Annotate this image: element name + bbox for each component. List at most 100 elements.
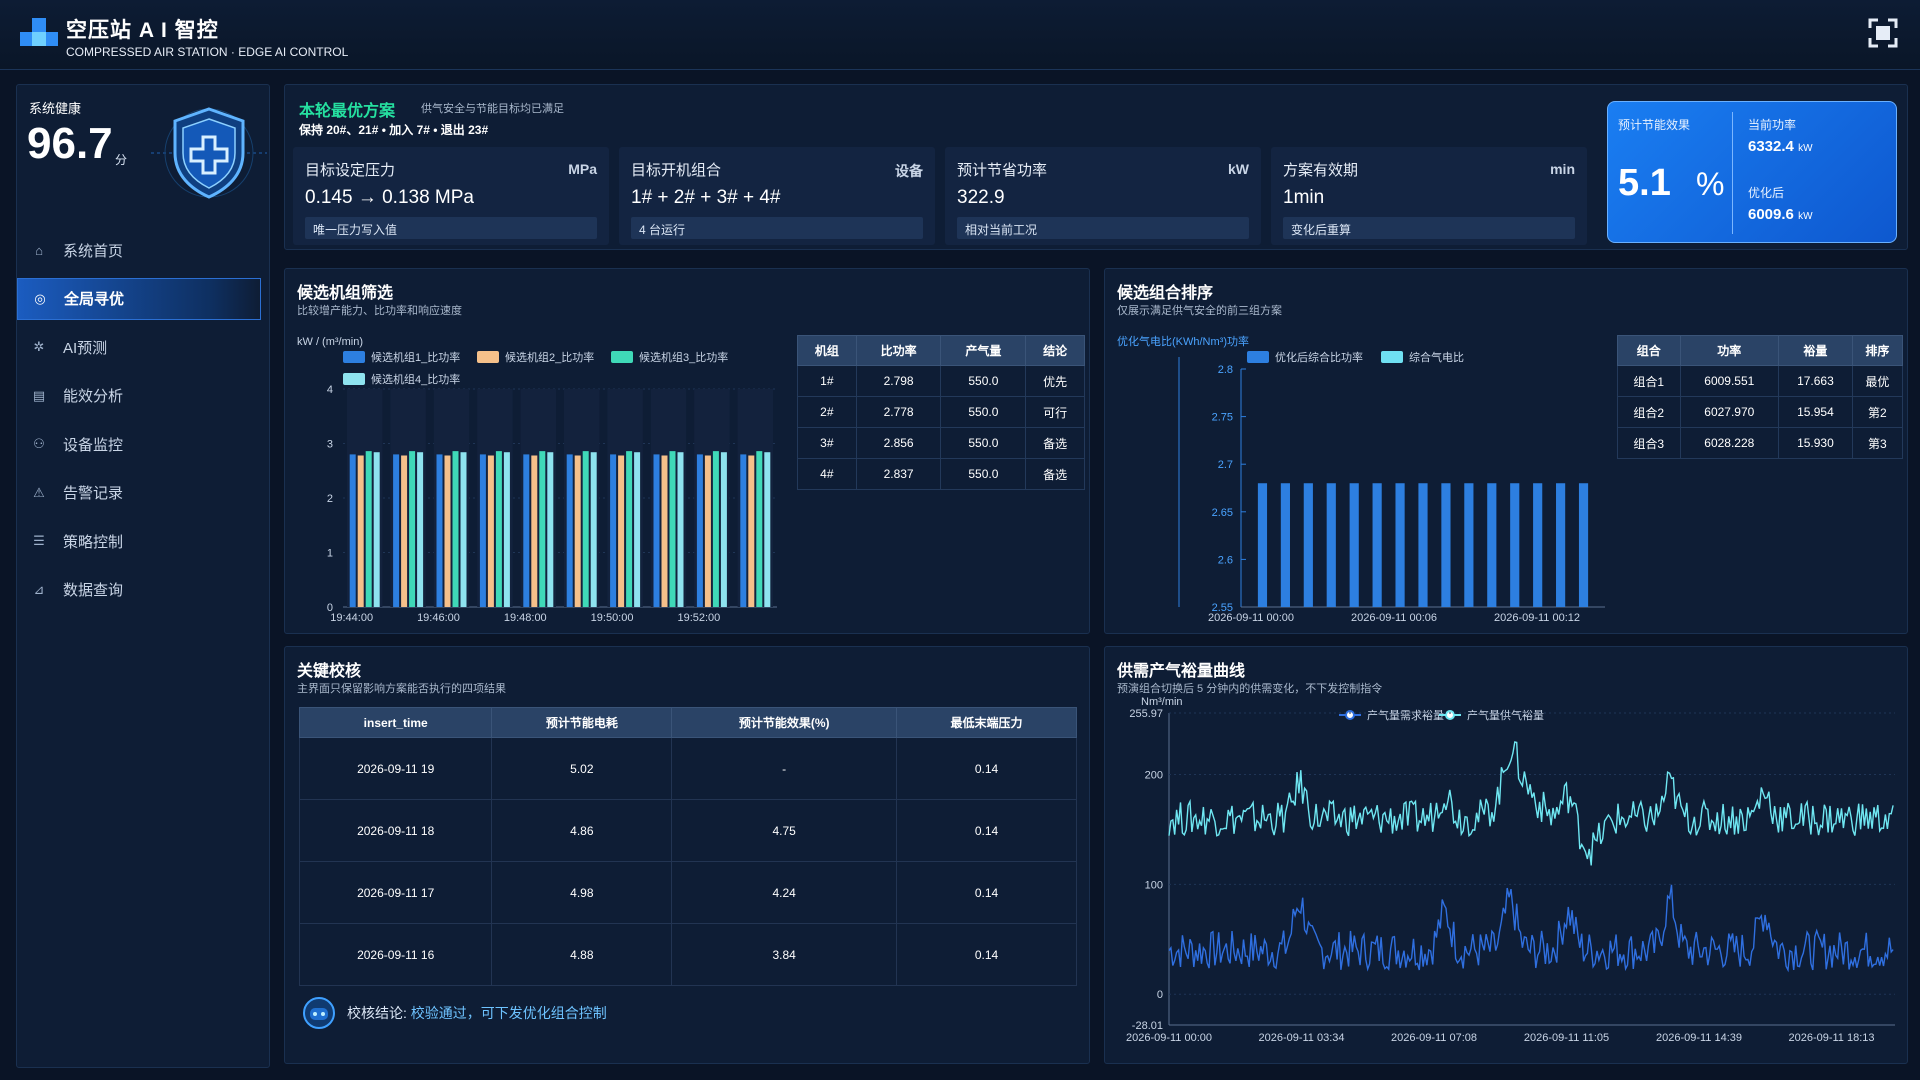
table-row: 2026-09-11 19 5.02-0.14 — [298, 737, 1077, 800]
table-cell: 2.798 — [855, 365, 942, 397]
nav-label: 能效分析 — [63, 388, 124, 405]
y-tick-label: 2 — [327, 493, 333, 505]
metric-card-4: 方案有效期 min 1min 变化后重算 — [1271, 147, 1587, 245]
legend-label: 产气量供气裕量 — [1467, 708, 1544, 722]
x-tick-label: 2026-09-11 11:05 — [1524, 1032, 1609, 1044]
y-tick-label: 2.55 — [1212, 602, 1233, 614]
table-row: 组合3 6028.228 15.930 第3 — [1617, 427, 1904, 459]
metric-note: 4 台运行 — [631, 217, 923, 239]
table-cell: 17.663 — [1778, 365, 1853, 397]
legend-label: 候选机组2_比功率 — [505, 350, 594, 364]
bar — [357, 455, 364, 607]
effect-divider — [1732, 112, 1733, 234]
nav-item-6[interactable]: ⚠ 告警记录 — [17, 472, 271, 514]
column-header: 结论 — [1025, 335, 1085, 366]
x-tick-label: 2026-09-11 00:06 — [1351, 612, 1437, 624]
x-tick-label: 19:50:00 — [591, 612, 634, 624]
table-cell: 4.24 — [671, 861, 898, 924]
metric-note: 相对当前工况 — [957, 217, 1249, 239]
bar — [661, 455, 668, 607]
key-check-panel: 关键校核 主界面只保留影响方案能否执行的四项结果 insert_time 预计节能… — [284, 646, 1090, 1064]
x-tick-label: 19:46:00 — [417, 612, 460, 624]
table-row: 1# 2.798 550.0 优先 — [797, 365, 1085, 397]
nav-item-3[interactable]: ✲ AI预测 — [17, 326, 271, 368]
brain-icon: ✲ — [33, 339, 45, 354]
y-tick-label: 0 — [327, 602, 333, 614]
metric-note: 唯一压力写入值 — [305, 217, 597, 239]
table-row: 组合1 6009.551 17.663 最优 — [1617, 365, 1904, 397]
nav-item-4[interactable]: ▤ 能效分析 — [17, 375, 271, 417]
bar — [590, 452, 597, 607]
nav-item-8[interactable]: ⊿ 数据查询 — [17, 569, 271, 611]
table-cell: 2026-09-11 17 — [298, 861, 493, 924]
column-header: 机组 — [797, 335, 857, 366]
nav-label: AI预测 — [63, 339, 108, 357]
sidebar: 系统健康 96.7 分 ⌂ 系统首页 ◎ 全局寻优 ✲ AI预测 ▤ 能效分析 ⚇ 设备监控 ⚠ 告警… — [16, 84, 270, 1068]
column-header: 预计节能电耗 — [491, 707, 673, 738]
column-header: 最低末端压力 — [896, 707, 1077, 738]
candidate-bar-chart: kW / (m³/min) 候选机组1_比功率 候选机组2_比功率 候选机组3_比功率… — [297, 336, 777, 624]
bar — [712, 451, 719, 607]
table-cell: 6027.970 — [1679, 396, 1780, 428]
legend-swatch — [1381, 351, 1403, 363]
y-tick-label: 4 — [327, 384, 333, 396]
table-cell: 4# — [797, 458, 857, 490]
fullscreen-icon[interactable] — [1868, 18, 1898, 48]
nav-label: 告警记录 — [63, 485, 124, 502]
legend-label: 候选机组4_比功率 — [371, 372, 460, 386]
x-tick-label: 2026-09-11 00:12 — [1494, 612, 1580, 624]
table-header: insert_time 预计节能电耗 预计节能效果(%) 最低末端压力 — [298, 707, 1077, 738]
nav-item-2[interactable]: ◎ 全局寻优 — [17, 277, 261, 320]
table-cell: 组合1 — [1617, 365, 1681, 397]
x-tick-label: 19:48:00 — [504, 612, 547, 624]
optimal-scheme-panel: 本轮最优方案 供气安全与节能目标均已满足 保持 20#、21# • 加入 7# … — [284, 84, 1908, 250]
legend-swatch — [611, 351, 633, 363]
bar — [1418, 483, 1428, 607]
metric-label: 预计节省功率 — [957, 162, 1048, 179]
nav-label: 策略控制 — [63, 533, 124, 551]
table-row: 2# 2.778 550.0 可行 — [797, 396, 1085, 428]
column-header: 功率 — [1679, 335, 1780, 366]
table-cell: 第2 — [1851, 396, 1904, 428]
bar — [1441, 483, 1451, 607]
bar — [1280, 483, 1290, 607]
y-tick-label: -28.01 — [1132, 1020, 1163, 1032]
ranking-title: 候选组合排序 — [1117, 285, 1214, 302]
nav-item-1[interactable]: ⌂ 系统首页 — [17, 229, 271, 271]
metric-card-2: 目标开机组合 设备 1# + 2# + 3# + 4# 4 台运行 — [619, 147, 935, 245]
y-tick-label: 2.7 — [1218, 459, 1233, 471]
chart-icon: ⊿ — [33, 581, 45, 597]
table-cell: 2026-09-11 16 — [298, 923, 493, 986]
bar — [487, 455, 494, 607]
metric-unit: min — [1550, 161, 1575, 177]
target-icon: ◎ — [34, 290, 46, 306]
bar — [566, 454, 573, 607]
bar — [393, 454, 400, 607]
nav-item-7[interactable]: ☰ 策略控制 — [17, 520, 271, 562]
table-cell: 550.0 — [940, 427, 1027, 459]
y-tick-label: 3 — [327, 439, 333, 451]
column-header: 产气量 — [940, 335, 1027, 366]
bar — [764, 452, 771, 607]
y-tick-label: 200 — [1145, 769, 1163, 781]
legend-label: 候选机组1_比功率 — [371, 350, 460, 364]
table-cell: 2026-09-11 19 — [298, 737, 493, 800]
current-power-label: 当前功率 — [1748, 118, 1797, 132]
legend-label: 综合气电比 — [1409, 350, 1464, 364]
table-cell: 4.86 — [491, 799, 673, 862]
bar — [582, 451, 589, 607]
column-header: 预计节能效果(%) — [671, 707, 898, 738]
table-cell: 2.837 — [855, 458, 942, 490]
table-cell: 0.14 — [896, 799, 1077, 862]
effect-percent: % — [1696, 166, 1725, 202]
table-cell: 优先 — [1025, 365, 1085, 397]
app-subtitle: COMPRESSED AIR STATION · EDGE AI CONTROL — [66, 45, 349, 59]
x-tick-label: 19:44:00 — [330, 612, 373, 624]
metric-label: 目标开机组合 — [631, 162, 722, 179]
metric-label: 方案有效期 — [1283, 162, 1359, 179]
table-cell: 4.88 — [491, 923, 673, 986]
table-row: 3# 2.856 550.0 备选 — [797, 427, 1085, 459]
scheme-title: 本轮最优方案 — [299, 103, 396, 120]
bar — [409, 451, 416, 607]
nav-item-5[interactable]: ⚇ 设备监控 — [17, 423, 271, 465]
